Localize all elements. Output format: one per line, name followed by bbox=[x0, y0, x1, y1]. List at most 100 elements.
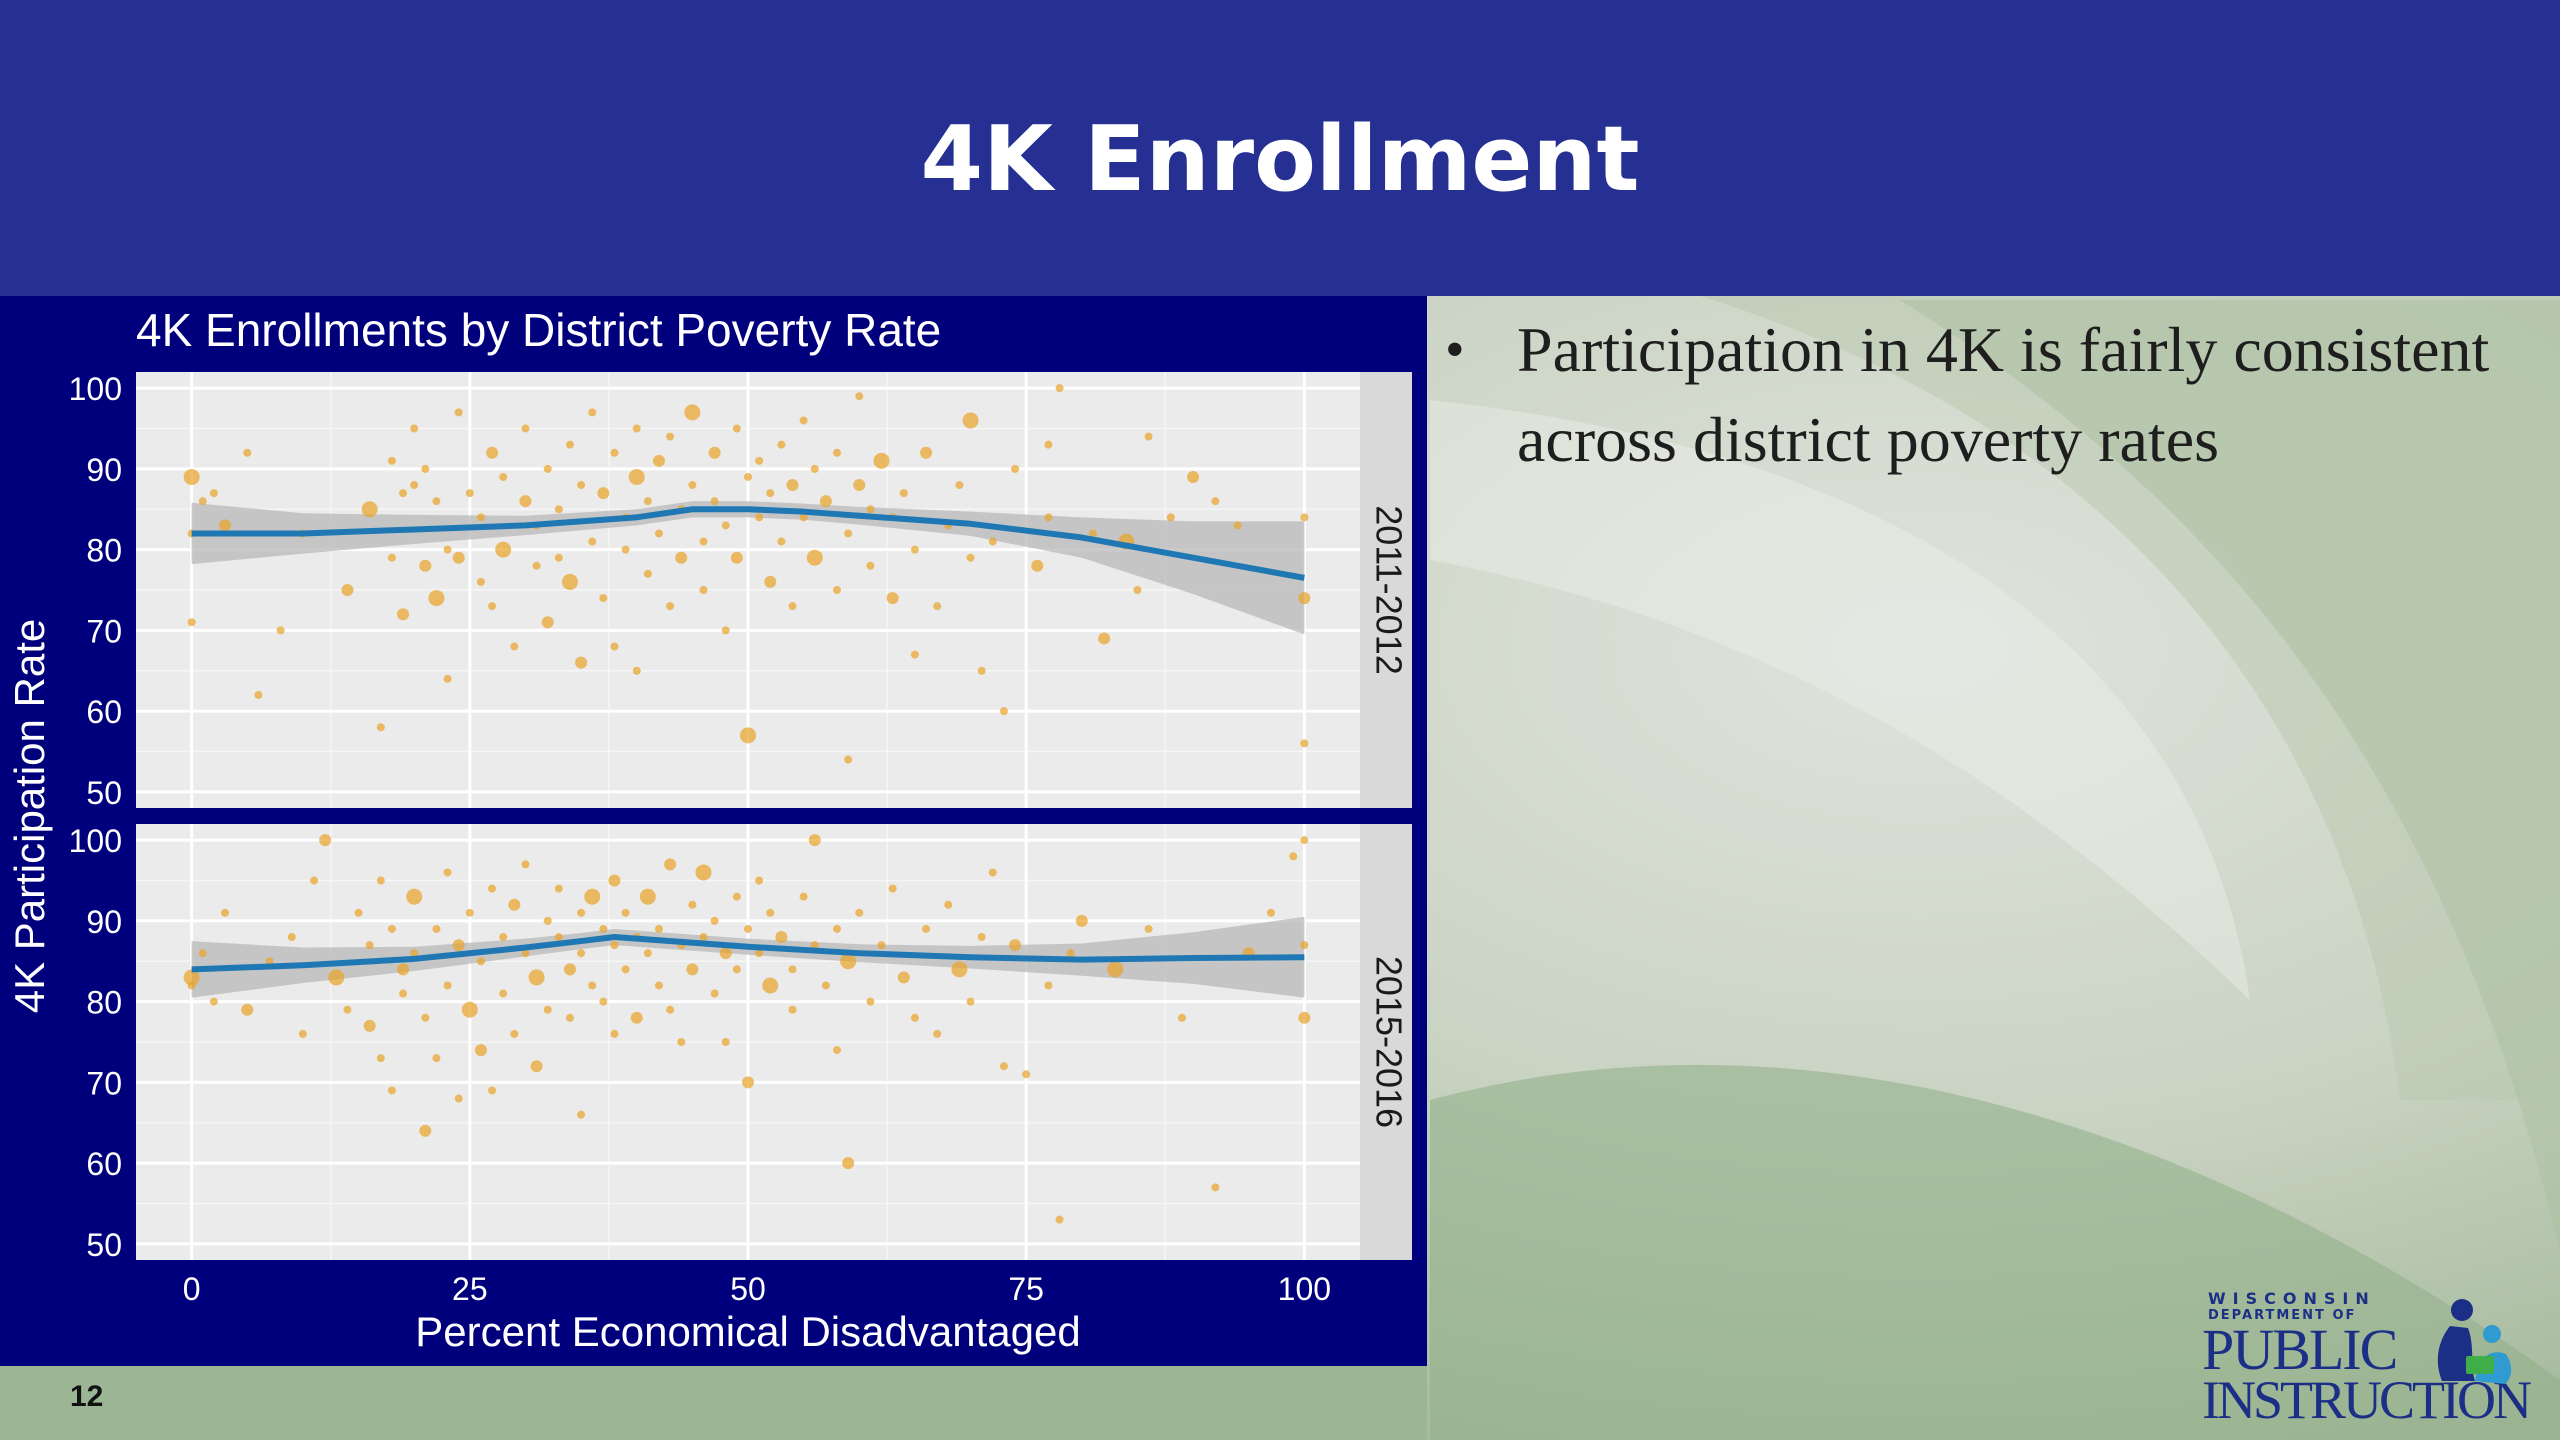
data-point bbox=[666, 1005, 675, 1014]
slide-title: 4K Enrollment bbox=[920, 107, 1640, 212]
data-point bbox=[699, 933, 708, 942]
y-tick-label: 90 bbox=[86, 452, 122, 488]
data-point bbox=[910, 545, 919, 554]
data-point bbox=[643, 497, 652, 506]
data-point bbox=[508, 898, 521, 911]
y-tick-label: 50 bbox=[86, 1227, 122, 1263]
data-point bbox=[710, 916, 719, 925]
y-tick-label: 50 bbox=[86, 775, 122, 811]
data-point bbox=[853, 479, 866, 492]
data-point bbox=[476, 957, 485, 966]
data-point bbox=[744, 924, 752, 933]
data-point bbox=[209, 997, 218, 1006]
data-point bbox=[432, 924, 441, 933]
data-point bbox=[397, 963, 410, 976]
y-tick-label: 60 bbox=[86, 694, 122, 730]
data-point bbox=[688, 900, 697, 909]
data-point bbox=[1177, 1013, 1186, 1022]
data-point bbox=[806, 549, 823, 566]
data-point bbox=[1011, 464, 1020, 473]
data-point bbox=[554, 553, 563, 562]
data-point bbox=[532, 561, 541, 570]
data-point bbox=[786, 479, 799, 492]
data-point bbox=[788, 602, 797, 611]
y-tick-label: 80 bbox=[86, 533, 122, 569]
data-point bbox=[810, 464, 819, 473]
data-point bbox=[721, 626, 730, 635]
data-point bbox=[1233, 521, 1242, 530]
data-point bbox=[510, 642, 519, 651]
data-point bbox=[376, 1054, 385, 1063]
data-point bbox=[664, 858, 677, 871]
data-point bbox=[588, 408, 597, 417]
data-point bbox=[1044, 981, 1053, 990]
data-point bbox=[610, 941, 619, 950]
data-point bbox=[944, 900, 953, 909]
data-point bbox=[387, 1086, 396, 1095]
data-point bbox=[365, 941, 374, 950]
data-point bbox=[599, 997, 608, 1006]
data-point bbox=[708, 446, 721, 459]
data-point bbox=[187, 981, 196, 990]
data-point bbox=[1075, 914, 1088, 927]
data-point bbox=[1088, 529, 1097, 538]
data-point bbox=[710, 497, 719, 506]
data-point bbox=[443, 674, 452, 683]
data-point bbox=[755, 513, 764, 522]
data-point bbox=[198, 949, 207, 958]
data-point bbox=[1031, 559, 1044, 572]
data-point bbox=[584, 888, 601, 905]
data-point bbox=[387, 456, 396, 465]
data-point bbox=[341, 584, 354, 596]
data-point bbox=[639, 888, 656, 905]
data-point bbox=[699, 537, 708, 546]
data-point bbox=[399, 489, 408, 498]
data-point bbox=[209, 489, 218, 498]
data-point bbox=[554, 884, 563, 893]
data-point bbox=[777, 537, 786, 546]
data-point bbox=[428, 590, 445, 607]
data-point bbox=[833, 448, 842, 457]
data-point bbox=[840, 953, 857, 970]
data-point bbox=[910, 650, 919, 659]
data-point bbox=[298, 1029, 307, 1038]
data-point bbox=[719, 947, 732, 960]
data-point bbox=[621, 908, 630, 917]
logo-line-public: PUBLIC bbox=[2202, 1317, 2398, 1382]
data-point bbox=[1144, 924, 1153, 933]
data-point bbox=[397, 608, 410, 621]
data-point bbox=[488, 884, 497, 893]
data-point bbox=[855, 392, 864, 401]
data-point bbox=[695, 864, 712, 881]
data-point bbox=[1009, 939, 1022, 952]
data-point bbox=[319, 834, 332, 847]
data-point bbox=[962, 412, 979, 429]
data-point bbox=[1098, 632, 1111, 645]
data-point bbox=[666, 602, 675, 611]
data-point bbox=[833, 586, 842, 594]
data-point bbox=[599, 594, 608, 603]
data-point bbox=[419, 559, 432, 572]
data-point bbox=[376, 876, 385, 885]
data-point bbox=[630, 1011, 643, 1024]
data-point bbox=[762, 977, 779, 994]
data-point bbox=[988, 868, 997, 877]
bullet-item: • Participation in 4K is fairly consiste… bbox=[1445, 305, 2525, 485]
data-point bbox=[597, 487, 610, 500]
data-point bbox=[310, 876, 319, 885]
data-point bbox=[721, 1038, 730, 1046]
data-point bbox=[955, 481, 964, 490]
data-point bbox=[886, 592, 899, 605]
data-point bbox=[528, 969, 545, 986]
data-point bbox=[432, 1054, 441, 1063]
data-point bbox=[654, 981, 663, 990]
data-point bbox=[443, 545, 452, 554]
data-point bbox=[732, 424, 741, 433]
data-point bbox=[799, 892, 808, 901]
chart-panel: 4K Enrollments by District Poverty Rate 2… bbox=[0, 296, 1427, 1366]
data-point bbox=[742, 1076, 754, 1089]
data-point bbox=[966, 553, 975, 562]
page-number: 12 bbox=[70, 1380, 104, 1413]
data-point bbox=[777, 440, 786, 449]
data-point bbox=[521, 424, 530, 433]
